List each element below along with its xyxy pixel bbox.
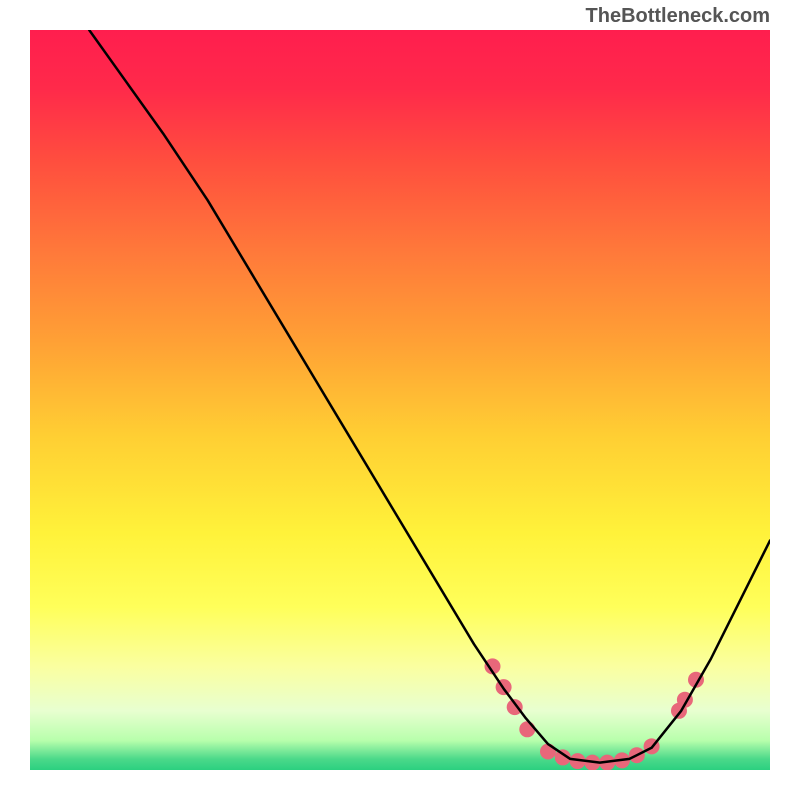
chart-container: TheBottleneck.com — [0, 0, 800, 800]
watermark-text: TheBottleneck.com — [586, 5, 770, 28]
marker-point — [519, 721, 535, 737]
markers-group — [485, 658, 705, 770]
curve-line — [89, 30, 770, 763]
marker-point — [540, 744, 556, 760]
curve-overlay — [30, 30, 770, 770]
